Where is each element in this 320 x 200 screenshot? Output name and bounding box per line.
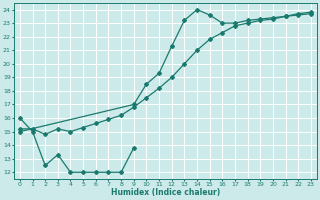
X-axis label: Humidex (Indice chaleur): Humidex (Indice chaleur)	[111, 188, 220, 197]
